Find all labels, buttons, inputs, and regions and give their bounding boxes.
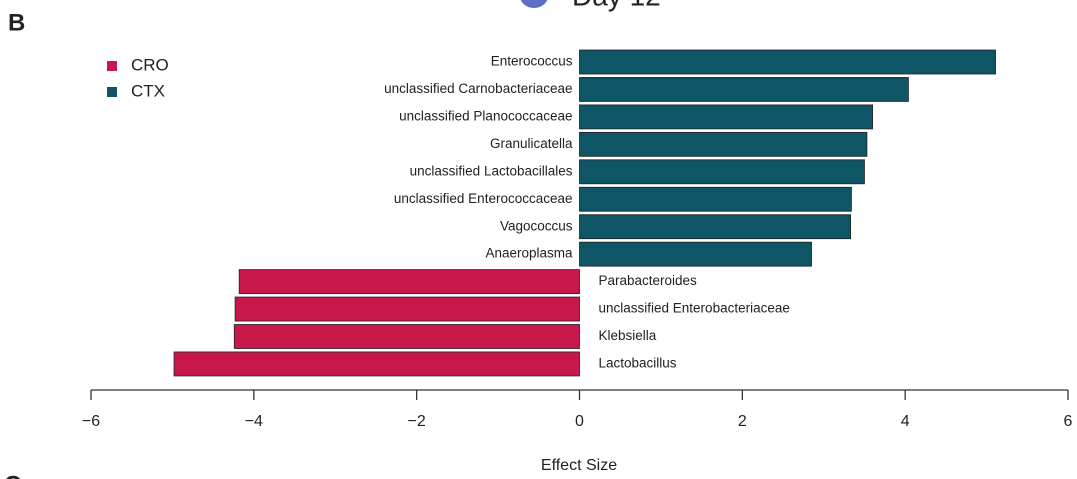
header-icon [520,0,548,8]
category-label: Lactobacillus [599,356,677,371]
panel-label: B [8,9,25,36]
legend-swatch [107,61,117,71]
bar [579,241,812,267]
bar [234,296,580,322]
bar [579,131,868,157]
legend-swatch [107,87,117,97]
x-axis-label: Effect Size [541,457,617,474]
category-label: unclassified Carnobacteriaceae [384,81,572,96]
category-label: unclassified Enterobacteriaceae [599,301,790,316]
x-tick-label: 4 [901,413,910,430]
bar [238,269,580,295]
x-tick-label: 0 [575,413,584,430]
category-label: Vagococcus [500,218,573,233]
category-label: unclassified Enterococcaceae [394,191,573,206]
bar [579,214,852,240]
category-label: Klebsiella [599,328,657,343]
x-tick-label: 6 [1064,413,1073,430]
header-text: Day 12 [572,0,661,11]
panel-label: C [4,471,21,479]
bar [579,159,865,185]
bar [173,351,580,377]
bar [233,324,580,349]
category-label: Granulicatella [490,136,573,151]
bar [579,186,852,212]
category-label: Enterococcus [491,54,573,69]
x-tick-label: 2 [738,413,747,430]
bar [579,77,909,102]
category-label: Anaeroplasma [485,246,573,261]
x-tick-label: −2 [408,413,426,430]
x-tick-label: −4 [245,413,263,430]
category-label: Parabacteroides [599,273,698,288]
x-tick-label: −6 [82,413,100,430]
bar [579,104,874,130]
category-label: unclassified Lactobacillales [410,163,573,178]
category-label: unclassified Planococcaceae [399,108,572,123]
legend-label: CRO [131,55,169,74]
bar [579,49,996,75]
legend-label: CTX [131,81,165,100]
